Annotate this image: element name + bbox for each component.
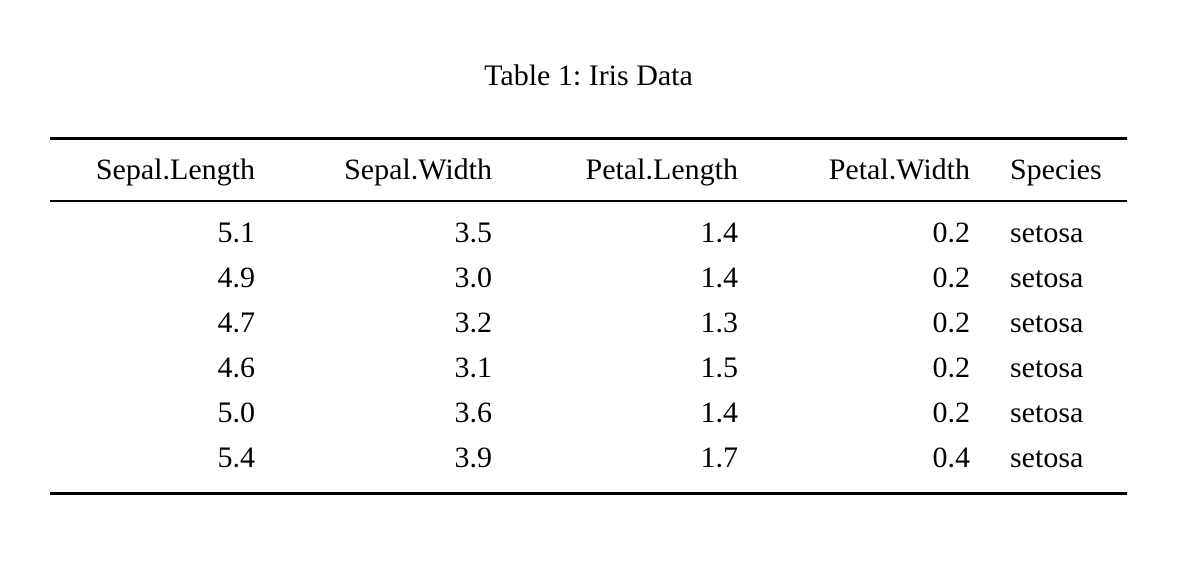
value-cell: 3.5	[454, 215, 493, 249]
table-body: 5.1 3.5 1.4 0.2 setosa 4.9 3.0 1.4 0.2 setosa 4.7 3…	[50, 201, 1127, 494]
species-cell: setosa	[1010, 350, 1084, 384]
value-cell: 0.2	[932, 305, 971, 339]
value-cell: 3.1	[454, 350, 493, 384]
value-cell: 1.3	[700, 305, 739, 339]
value-cell: 5.1	[217, 215, 256, 249]
value-cell: 3.9	[454, 440, 493, 474]
iris-table: Sepal.Length Sepal.Width Petal.Length Pe…	[50, 137, 1127, 495]
value-cell: 3.2	[454, 305, 493, 339]
column-header-species: Species	[970, 138, 1127, 202]
value-cell: 5.0	[217, 395, 256, 429]
table-row: 4.7 3.2 1.3 0.2 setosa	[50, 300, 1127, 345]
value-cell: 1.5	[700, 350, 739, 384]
value-cell: 3.6	[454, 395, 493, 429]
table-row: 5.0 3.6 1.4 0.2 setosa	[50, 390, 1127, 435]
value-cell: 0.2	[932, 215, 971, 249]
value-cell: 1.4	[700, 215, 739, 249]
value-cell: 0.2	[932, 260, 971, 294]
table-row: 5.1 3.5 1.4 0.2 setosa	[50, 201, 1127, 255]
table-caption: Table 1: Iris Data	[484, 59, 693, 92]
header-row: Sepal.Length Sepal.Width Petal.Length Pe…	[50, 138, 1127, 202]
value-cell: 1.4	[700, 260, 739, 294]
species-cell: setosa	[1010, 395, 1084, 429]
value-cell: 0.2	[932, 395, 971, 429]
value-cell: 1.7	[700, 440, 739, 474]
value-cell: 3.0	[454, 260, 493, 294]
value-cell: 4.6	[217, 350, 256, 384]
column-header-sepal-width: Sepal.Width	[255, 138, 492, 202]
column-header-petal-length: Petal.Length	[492, 138, 738, 202]
value-cell: 0.4	[932, 440, 971, 474]
value-cell: 5.4	[217, 440, 256, 474]
column-header-petal-width: Petal.Width	[738, 138, 970, 202]
table-row: 5.4 3.9 1.7 0.4 setosa	[50, 435, 1127, 494]
species-cell: setosa	[1010, 440, 1084, 474]
table-row: 4.9 3.0 1.4 0.2 setosa	[50, 255, 1127, 300]
value-cell: 4.9	[217, 260, 256, 294]
species-cell: setosa	[1010, 215, 1084, 249]
value-cell: 1.4	[700, 395, 739, 429]
value-cell: 0.2	[932, 350, 971, 384]
species-cell: setosa	[1010, 305, 1084, 339]
value-cell: 4.7	[217, 305, 256, 339]
species-cell: setosa	[1010, 260, 1084, 294]
table-row: 4.6 3.1 1.5 0.2 setosa	[50, 345, 1127, 390]
column-header-sepal-length: Sepal.Length	[50, 138, 255, 202]
